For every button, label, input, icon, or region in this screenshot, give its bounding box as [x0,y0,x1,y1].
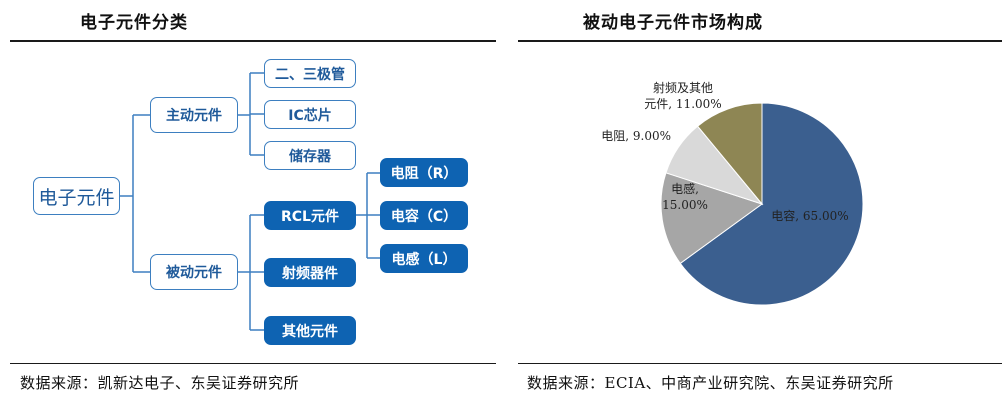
tree-node-memory: 储存器 [264,141,356,170]
tree-root-node: 电子元件 [33,177,120,215]
tree-node-passive: 被动元件 [150,254,238,290]
tree-node-rf: 射频器件 [264,258,356,287]
left-title-rule [10,40,496,42]
connector-active [238,72,264,156]
right-title-rule [518,40,1002,42]
left-panel-title: 电子元件分类 [80,13,188,33]
left-source-note: 数据来源：凯新达电子、东吴证券研究所 [20,374,300,392]
tree-node-transistor: 二、三极管 [264,59,356,88]
pie-slice-0 [679,102,864,306]
pie-label-3: 射频及其他元件, 11.00% [644,80,721,111]
tree-node-active: 主动元件 [150,97,238,133]
tree-node-other: 其他元件 [264,316,356,345]
tree-node-rcl: RCL元件 [264,201,356,230]
left-footer-rule [10,363,496,364]
connector-passive [238,214,264,331]
tree-node-inductor: 电感（L） [380,244,468,273]
pie-label-2: 电阻, 9.00% [601,129,671,143]
pie-slice-1 [660,172,764,265]
pie-label-0: 电容, 65.00% [771,208,848,223]
right-footer-rule [518,363,1002,364]
tree-node-ic-chip: IC芯片 [264,100,356,129]
connector-rcl [356,172,380,259]
connector-root [120,114,150,273]
pie-slice-3 [696,102,763,206]
tree-node-resistor: 电阻（R） [380,158,468,187]
right-panel-title: 被动电子元件市场构成 [583,13,763,33]
pie-label-1: 电感, 15.00% [662,181,708,212]
right-source-note: 数据来源：ECIA、中商产业研究院、东吴证券研究所 [527,374,894,392]
tree-node-capacitor: 电容（C） [380,201,468,230]
